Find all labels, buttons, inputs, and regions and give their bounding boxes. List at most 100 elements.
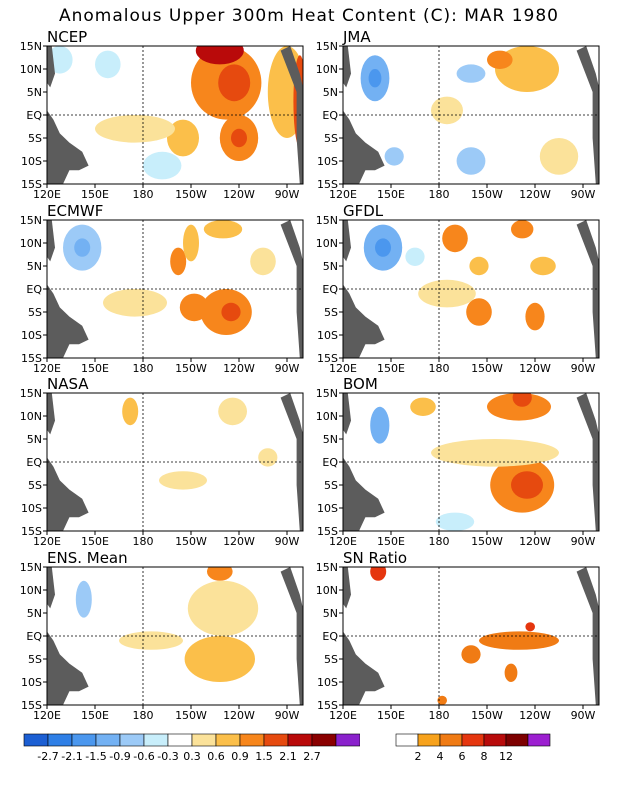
anomaly-patch: [456, 147, 486, 175]
x-tick-label: 90W: [571, 188, 596, 201]
colorbar-swatch: [71, 733, 97, 747]
panel-title: ECMWF: [47, 202, 104, 220]
x-tick-label: 180: [429, 188, 450, 201]
land-mass: [576, 220, 599, 358]
y-tick-label: 10N: [316, 237, 338, 250]
y-tick-label: 5N: [27, 433, 42, 446]
x-tick-label: 150W: [175, 188, 207, 201]
x-tick-label: 180: [133, 709, 154, 722]
colorbar-label: 8: [481, 750, 488, 763]
y-tick-label: 10N: [20, 63, 42, 76]
y-tick-label: 5S: [28, 306, 42, 319]
panel-title: NASA: [47, 375, 89, 393]
x-tick-label: 90W: [275, 188, 300, 201]
y-tick-label: 15S: [317, 525, 338, 538]
map-panel: GFDL 120E 150E 180 150W 120W 90W 15N 10N 5N EQ 5S 10…: [303, 202, 609, 376]
y-tick-label: 10S: [21, 155, 42, 168]
y-tick-label: 5S: [324, 306, 338, 319]
y-tick-label: 10N: [20, 584, 42, 597]
y-tick-label: EQ: [322, 630, 338, 643]
x-tick-label: 180: [133, 535, 154, 548]
land-mass: [47, 220, 55, 262]
colorbar-swatch: [483, 733, 507, 747]
colorbar-swatch: [215, 733, 241, 747]
y-tick-label: 15S: [21, 525, 42, 538]
colorbar-label: 1.5: [255, 750, 273, 763]
map-svg: 120E 150E 180 150W 120W 90W 15N 10N 5N EQ 5S 10S 15S: [20, 40, 304, 201]
colorbar-swatch: [417, 733, 441, 747]
y-tick-label: 15S: [317, 699, 338, 712]
x-tick-label: 90W: [275, 535, 300, 548]
anomaly-patch: [375, 238, 391, 257]
anomaly-patch: [95, 115, 175, 143]
colorbar-label: 0.3: [183, 750, 201, 763]
anomaly-patch: [119, 631, 183, 650]
x-tick-label: 90W: [275, 709, 300, 722]
anomaly-patch: [258, 448, 278, 467]
anomaly-patch: [75, 580, 92, 618]
land-mass: [280, 46, 303, 184]
y-tick-label: 10N: [316, 63, 338, 76]
panel-title: SN Ratio: [343, 549, 408, 567]
anomaly-patch: [159, 471, 207, 490]
colorbar-swatch: [167, 733, 193, 747]
anomaly-patch: [218, 64, 251, 102]
anomaly-patch: [431, 439, 559, 467]
map-body: 120E 150E 180 150W 120W 90W 15N 10N 5N EQ 5S 10S 15S: [20, 561, 304, 722]
anomaly-field: [47, 393, 303, 531]
land-mass: [343, 220, 351, 262]
x-tick-label: 180: [429, 535, 450, 548]
colorbar-swatch: [461, 733, 485, 747]
y-tick-label: 15N: [316, 387, 338, 400]
y-tick-label: 5N: [323, 260, 338, 273]
y-tick-label: EQ: [26, 630, 42, 643]
map-body: 120E 150E 180 150W 120W 90W 15N 10N 5N EQ 5S 10S 15S: [316, 214, 600, 375]
x-tick-label: 180: [429, 362, 450, 375]
anomaly-patch: [437, 695, 447, 705]
anomaly-field: [47, 567, 303, 705]
land-mass: [47, 284, 89, 358]
anomaly-patch: [203, 220, 243, 239]
anomaly-field: [343, 567, 599, 705]
colorbar-swatch: [311, 733, 337, 747]
colorbar-label: -0.9: [109, 750, 130, 763]
anomaly-patch: [207, 567, 233, 581]
x-tick-label: 120E: [33, 188, 61, 201]
x-tick-label: 120W: [519, 362, 551, 375]
land-mass: [280, 393, 303, 531]
land-mass: [47, 631, 89, 705]
y-tick-label: EQ: [26, 109, 42, 122]
y-tick-label: 15S: [21, 178, 42, 191]
colorbar-swatch: [527, 733, 551, 747]
x-tick-label: 150W: [175, 362, 207, 375]
y-tick-label: 15S: [317, 178, 338, 191]
anomaly-field: [47, 220, 303, 358]
colorbar-label: 2.7: [303, 750, 321, 763]
land-mass: [343, 631, 385, 705]
anomaly-patch: [370, 567, 387, 581]
x-tick-label: 120E: [329, 362, 357, 375]
colorbar-swatch: [119, 733, 145, 747]
colorbar-anomaly: -2.7 -2.1 -1.5 -0.9 -0.6 -0.3 0.3 0.6 0.9 1.5 2.1 2…: [23, 733, 360, 763]
colorbar-label: -0.3: [157, 750, 178, 763]
anomaly-patch: [525, 622, 535, 632]
land-mass: [280, 220, 303, 358]
anomaly-patch: [418, 279, 476, 308]
map-body: 120E 150E 180 150W 120W 90W 15N 10N 5N EQ 5S 10S 15S: [20, 387, 304, 548]
anomaly-patch: [384, 147, 404, 166]
x-tick-label: 120E: [329, 535, 357, 548]
y-tick-label: 5S: [324, 653, 338, 666]
land-mass: [576, 393, 599, 531]
colorbar-label: -1.5: [85, 750, 106, 763]
colorbar-label: -2.7: [37, 750, 58, 763]
y-tick-label: 10N: [316, 410, 338, 423]
colorbar-label: 0.6: [207, 750, 225, 763]
x-tick-label: 150E: [81, 362, 109, 375]
y-tick-label: 10S: [21, 676, 42, 689]
panel-title: BOM: [343, 375, 378, 393]
x-tick-label: 120E: [329, 188, 357, 201]
y-tick-label: 10N: [316, 584, 338, 597]
map-panel: ENS. Mean 120E 150E 180 150W 120W 90W 15N 10N 5N E…: [7, 549, 313, 723]
x-tick-label: 120E: [33, 709, 61, 722]
anomaly-patch: [122, 397, 139, 426]
